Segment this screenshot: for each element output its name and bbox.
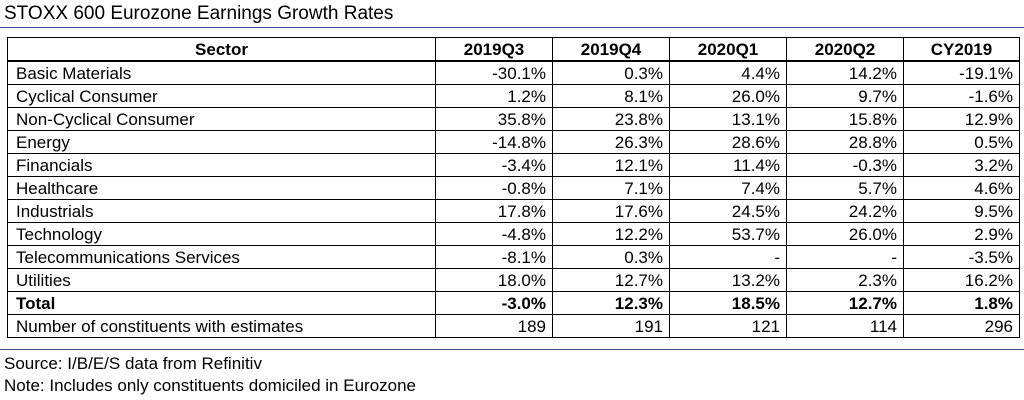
value-cell: 24.5% [669, 199, 787, 223]
table-row: Telecommunications Services -8.1% 0.3% - - -3… [7, 245, 1020, 269]
column-header-cy2019: CY2019 [903, 37, 1020, 62]
value-cell: -3.4% [435, 153, 553, 177]
value-cell: -1.6% [903, 84, 1020, 108]
sector-cell: Number of constituents with estimates [7, 314, 436, 338]
table-row: Financials -3.4% 12.1% 11.4% -0.3% 3.2% [7, 153, 1020, 177]
value-cell: 12.7% [552, 268, 670, 292]
sector-cell: Financials [7, 153, 436, 177]
value-cell: 17.6% [552, 199, 670, 223]
table-body: Basic Materials -30.1% 0.3% 4.4% 14.2% -19.1%… [7, 60, 1020, 338]
value-cell: 16.2% [903, 268, 1020, 292]
value-cell: 13.2% [669, 268, 787, 292]
sector-cell: Basic Materials [7, 60, 436, 85]
value-cell: 191 [552, 314, 670, 338]
value-cell: 12.7% [786, 291, 904, 315]
domicile-note: Note: Includes only constituents domicil… [4, 376, 417, 395]
value-cell: 26.0% [786, 222, 904, 246]
table-row: Technology -4.8% 12.2% 53.7% 26.0% 2.9% [7, 222, 1020, 246]
value-cell: 121 [669, 314, 787, 338]
value-cell: 8.1% [552, 84, 670, 108]
value-cell: -30.1% [435, 60, 553, 85]
value-cell: 9.7% [786, 84, 904, 108]
source-note: Source: I/B/E/S data from Refinitiv [4, 354, 262, 373]
value-cell: 7.4% [669, 176, 787, 200]
value-cell: -3.5% [903, 245, 1020, 269]
value-cell: 12.3% [552, 291, 670, 315]
earnings-growth-table: Sector 2019Q3 2019Q4 2020Q1 2020Q2 CY201… [7, 37, 1020, 338]
value-cell: 12.9% [903, 107, 1020, 131]
footer-divider [0, 349, 1024, 350]
value-cell: 28.8% [786, 130, 904, 154]
value-cell: -14.8% [435, 130, 553, 154]
table-row: Non-Cyclical Consumer 35.8% 23.8% 13.1% 15.8… [7, 107, 1020, 131]
value-cell: 9.5% [903, 199, 1020, 223]
value-cell: 1.2% [435, 84, 553, 108]
value-cell: - [669, 245, 787, 269]
value-cell: 4.4% [669, 60, 787, 85]
sector-cell: Industrials [7, 199, 436, 223]
value-cell: 18.5% [669, 291, 787, 315]
value-cell: 28.6% [669, 130, 787, 154]
value-cell: 7.1% [552, 176, 670, 200]
table-row: Industrials 17.8% 17.6% 24.5% 24.2% 9.5% [7, 199, 1020, 223]
value-cell: 114 [786, 314, 904, 338]
value-cell: 13.1% [669, 107, 787, 131]
value-cell: 11.4% [669, 153, 787, 177]
sector-cell: Technology [7, 222, 436, 246]
value-cell: -19.1% [903, 60, 1020, 85]
value-cell: - [786, 245, 904, 269]
value-cell: -3.0% [435, 291, 553, 315]
value-cell: 26.3% [552, 130, 670, 154]
sector-cell: Total [7, 291, 436, 315]
value-cell: 17.8% [435, 199, 553, 223]
value-cell: 189 [435, 314, 553, 338]
value-cell: 5.7% [786, 176, 904, 200]
sector-cell: Healthcare [7, 176, 436, 200]
column-header-2019q3: 2019Q3 [435, 37, 553, 62]
value-cell: 23.8% [552, 107, 670, 131]
value-cell: 296 [903, 314, 1020, 338]
value-cell: 53.7% [669, 222, 787, 246]
value-cell: 12.2% [552, 222, 670, 246]
column-header-sector: Sector [7, 37, 436, 62]
sector-cell: Cyclical Consumer [7, 84, 436, 108]
value-cell: 1.8% [903, 291, 1020, 315]
value-cell: 2.3% [786, 268, 904, 292]
sector-cell: Energy [7, 130, 436, 154]
value-cell: 35.8% [435, 107, 553, 131]
value-cell: 3.2% [903, 153, 1020, 177]
value-cell: 14.2% [786, 60, 904, 85]
column-header-2019q4: 2019Q4 [552, 37, 670, 62]
column-header-2020q1: 2020Q1 [669, 37, 787, 62]
table-row: Utilities 18.0% 12.7% 13.2% 2.3% 16.2% [7, 268, 1020, 292]
title-divider [0, 27, 1024, 28]
sector-cell: Telecommunications Services [7, 245, 436, 269]
table-header-row: Sector 2019Q3 2019Q4 2020Q1 2020Q2 CY201… [7, 37, 1020, 62]
value-cell: 24.2% [786, 199, 904, 223]
value-cell: 12.1% [552, 153, 670, 177]
value-cell: 18.0% [435, 268, 553, 292]
table-row: Basic Materials -30.1% 0.3% 4.4% 14.2% -19.1% [7, 60, 1020, 85]
value-cell: 4.6% [903, 176, 1020, 200]
footnotes: Source: I/B/E/S data from Refinitiv Note… [4, 353, 416, 397]
value-cell: -4.8% [435, 222, 553, 246]
column-header-2020q2: 2020Q2 [786, 37, 904, 62]
total-row: Total -3.0% 12.3% 18.5% 12.7% 1.8% [7, 291, 1020, 315]
table-row: Cyclical Consumer 1.2% 8.1% 26.0% 9.7% -1.6% [7, 84, 1020, 108]
constituents-row: Number of constituents with estimates 189… [7, 314, 1020, 338]
value-cell: -0.8% [435, 176, 553, 200]
value-cell: -0.3% [786, 153, 904, 177]
value-cell: -8.1% [435, 245, 553, 269]
table-row: Healthcare -0.8% 7.1% 7.4% 5.7% 4.6% [7, 176, 1020, 200]
sector-cell: Utilities [7, 268, 436, 292]
page-title: STOXX 600 Eurozone Earnings Growth Rates [4, 3, 394, 24]
value-cell: 0.3% [552, 245, 670, 269]
value-cell: 15.8% [786, 107, 904, 131]
value-cell: 26.0% [669, 84, 787, 108]
value-cell: 2.9% [903, 222, 1020, 246]
table-row: Energy -14.8% 26.3% 28.6% 28.8% 0.5% [7, 130, 1020, 154]
sector-cell: Non-Cyclical Consumer [7, 107, 436, 131]
value-cell: 0.5% [903, 130, 1020, 154]
value-cell: 0.3% [552, 60, 670, 85]
